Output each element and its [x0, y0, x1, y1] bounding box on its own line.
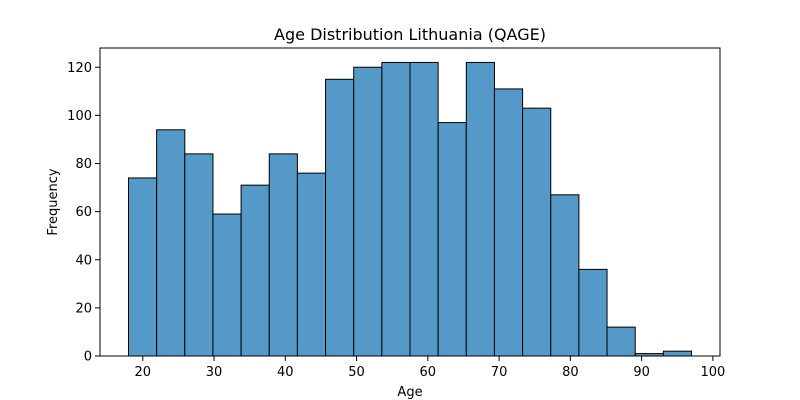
x-tick-label: 70 [491, 365, 508, 380]
histogram-bar [128, 177, 158, 357]
x-tick-label: 50 [348, 365, 365, 380]
x-axis-ticks: 20 30 40 50 60 70 80 90 100 [134, 356, 725, 380]
y-tick-label: 0 [84, 350, 92, 365]
histogram-bar [550, 194, 580, 357]
histogram-bar [268, 153, 298, 357]
x-tick-label: 40 [277, 365, 294, 380]
bars-group [128, 61, 692, 357]
x-tick-label: 20 [134, 365, 151, 380]
histogram-bar [184, 153, 214, 357]
histogram-bar [353, 66, 383, 357]
chart-title: Age Distribution Lithuania (QAGE) [274, 25, 546, 44]
histogram-bar [578, 268, 608, 357]
histogram-bar [522, 107, 552, 357]
y-tick-label: 40 [75, 253, 92, 268]
y-tick-label: 100 [67, 109, 92, 124]
histogram-bar [296, 172, 327, 357]
histogram-bar [325, 78, 355, 357]
histogram-bar [156, 129, 186, 357]
plot-frame [99, 47, 721, 357]
x-tick-label: 90 [633, 365, 650, 380]
histogram-bar [465, 61, 495, 357]
y-tick-label: 120 [67, 61, 92, 76]
x-axis-label: Age [397, 385, 422, 400]
y-tick-label: 60 [75, 205, 92, 220]
x-tick-label: 60 [420, 365, 437, 380]
y-tick-label: 80 [75, 157, 92, 172]
histogram-bar [381, 61, 411, 357]
y-axis-ticks: 0 20 40 60 80 100 120 [67, 61, 100, 365]
y-tick-label: 20 [75, 301, 92, 316]
histogram-bar [493, 88, 524, 357]
histogram-bar [437, 122, 467, 357]
y-axis-label: Frequency [46, 168, 61, 235]
x-tick-label: 80 [562, 365, 579, 380]
x-tick-label: 100 [700, 365, 725, 380]
histogram-bar [662, 350, 692, 357]
histogram-bar [212, 213, 242, 357]
histogram-bar [409, 61, 439, 357]
histogram-bar [606, 326, 636, 357]
x-tick-label: 30 [206, 365, 223, 380]
histogram-bar [240, 184, 270, 357]
